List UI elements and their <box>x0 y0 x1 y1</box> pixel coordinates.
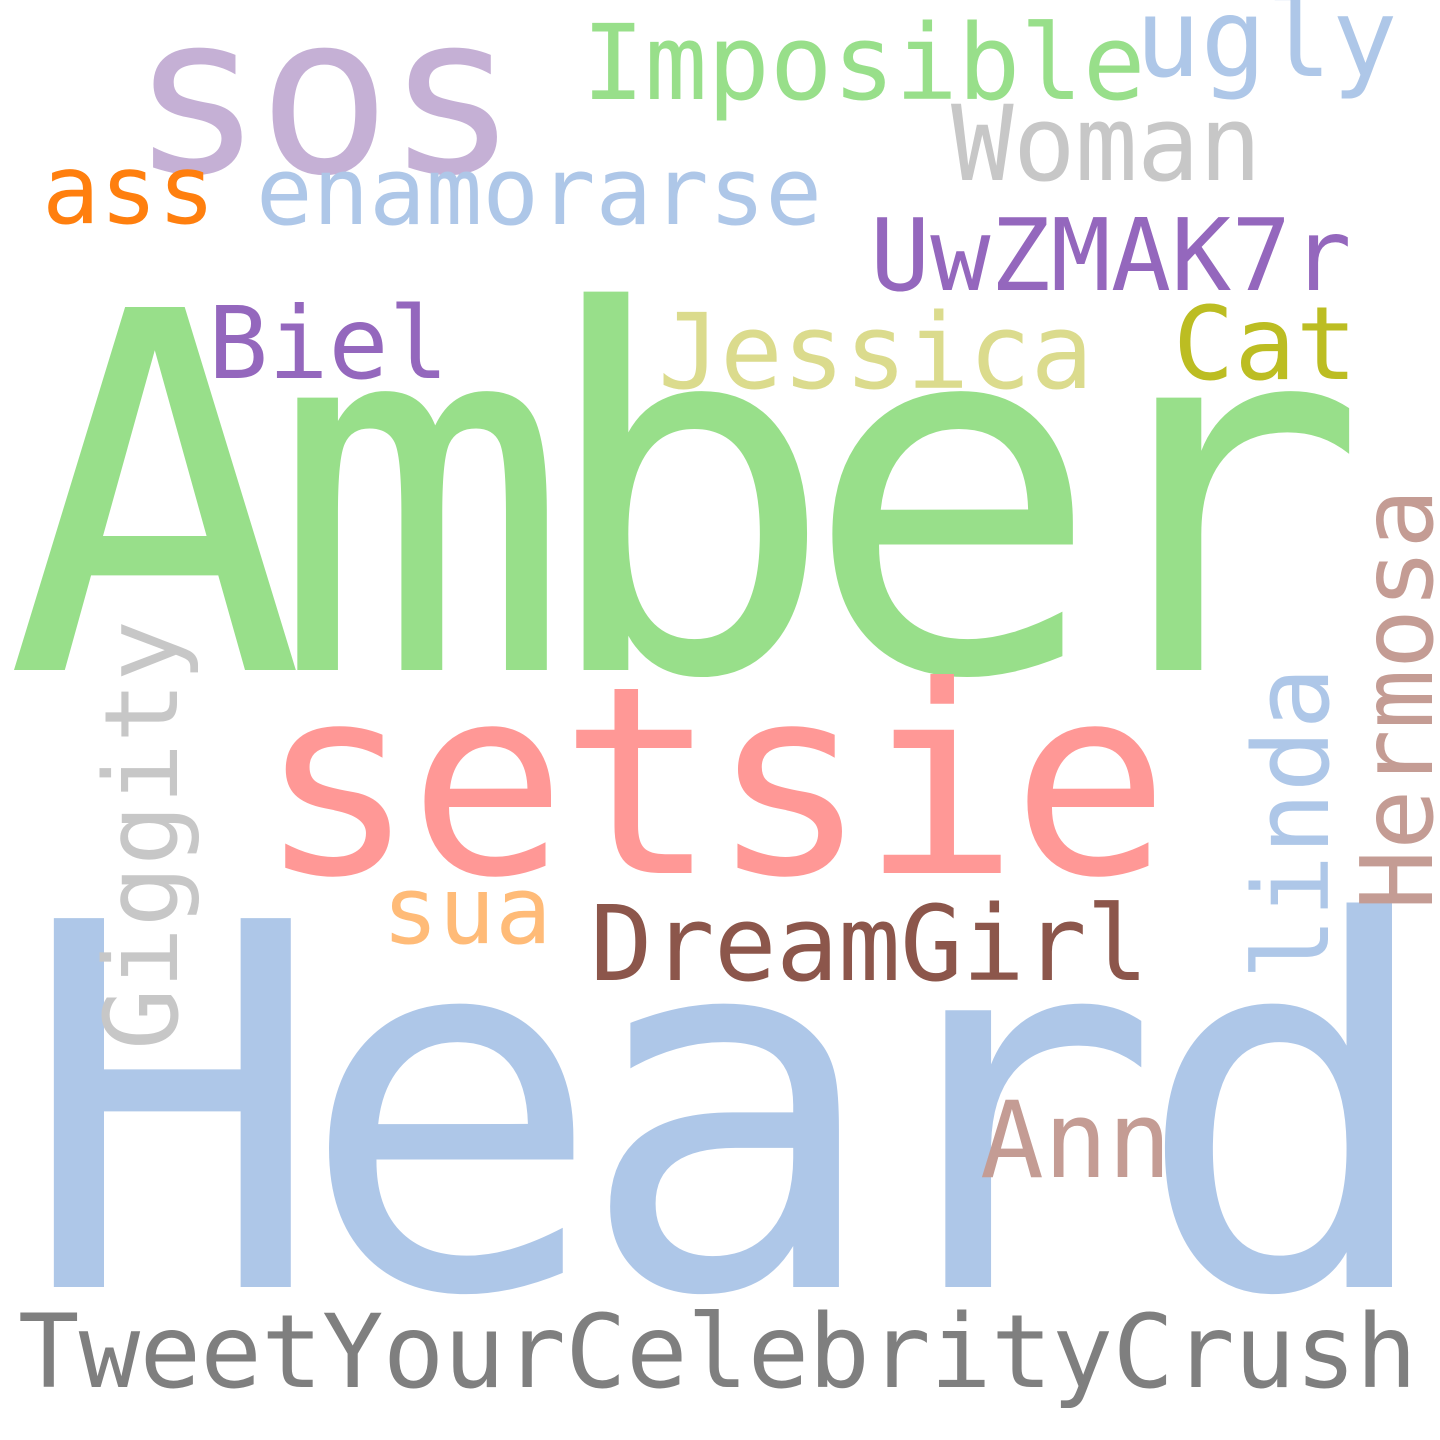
word-cat: Cat <box>1173 285 1358 404</box>
word-woman: Woman <box>951 83 1262 205</box>
word-amber: Amber <box>5 209 1368 788</box>
word-uwzmak7r: UwZMAK7r <box>870 197 1352 314</box>
word-giggity: Giggity <box>83 620 202 1050</box>
word-jessica: Jessica <box>658 291 1093 413</box>
word-setsie: setsie <box>258 630 1169 935</box>
word-ugly: ugly <box>1135 0 1398 102</box>
word-enamorarse: enamorarse <box>256 138 822 247</box>
word-linda: linda <box>1231 666 1353 980</box>
word-hermosa: Hermosa <box>1339 488 1440 910</box>
word-sos: sos <box>130 0 519 225</box>
word-imposible: Imposible <box>582 2 1146 124</box>
word-heard: Heard <box>20 818 1439 1407</box>
word-dreamgirl: DreamGirl <box>590 883 1149 1005</box>
word-ann: Ann <box>980 1079 1172 1202</box>
word-ass: ass <box>42 134 216 246</box>
word-sua: sua <box>382 857 552 966</box>
word-biel: Biel <box>208 285 449 402</box>
word-tweetyourcelebritycrush: TweetYourCelebrityCrush <box>18 1293 1417 1412</box>
